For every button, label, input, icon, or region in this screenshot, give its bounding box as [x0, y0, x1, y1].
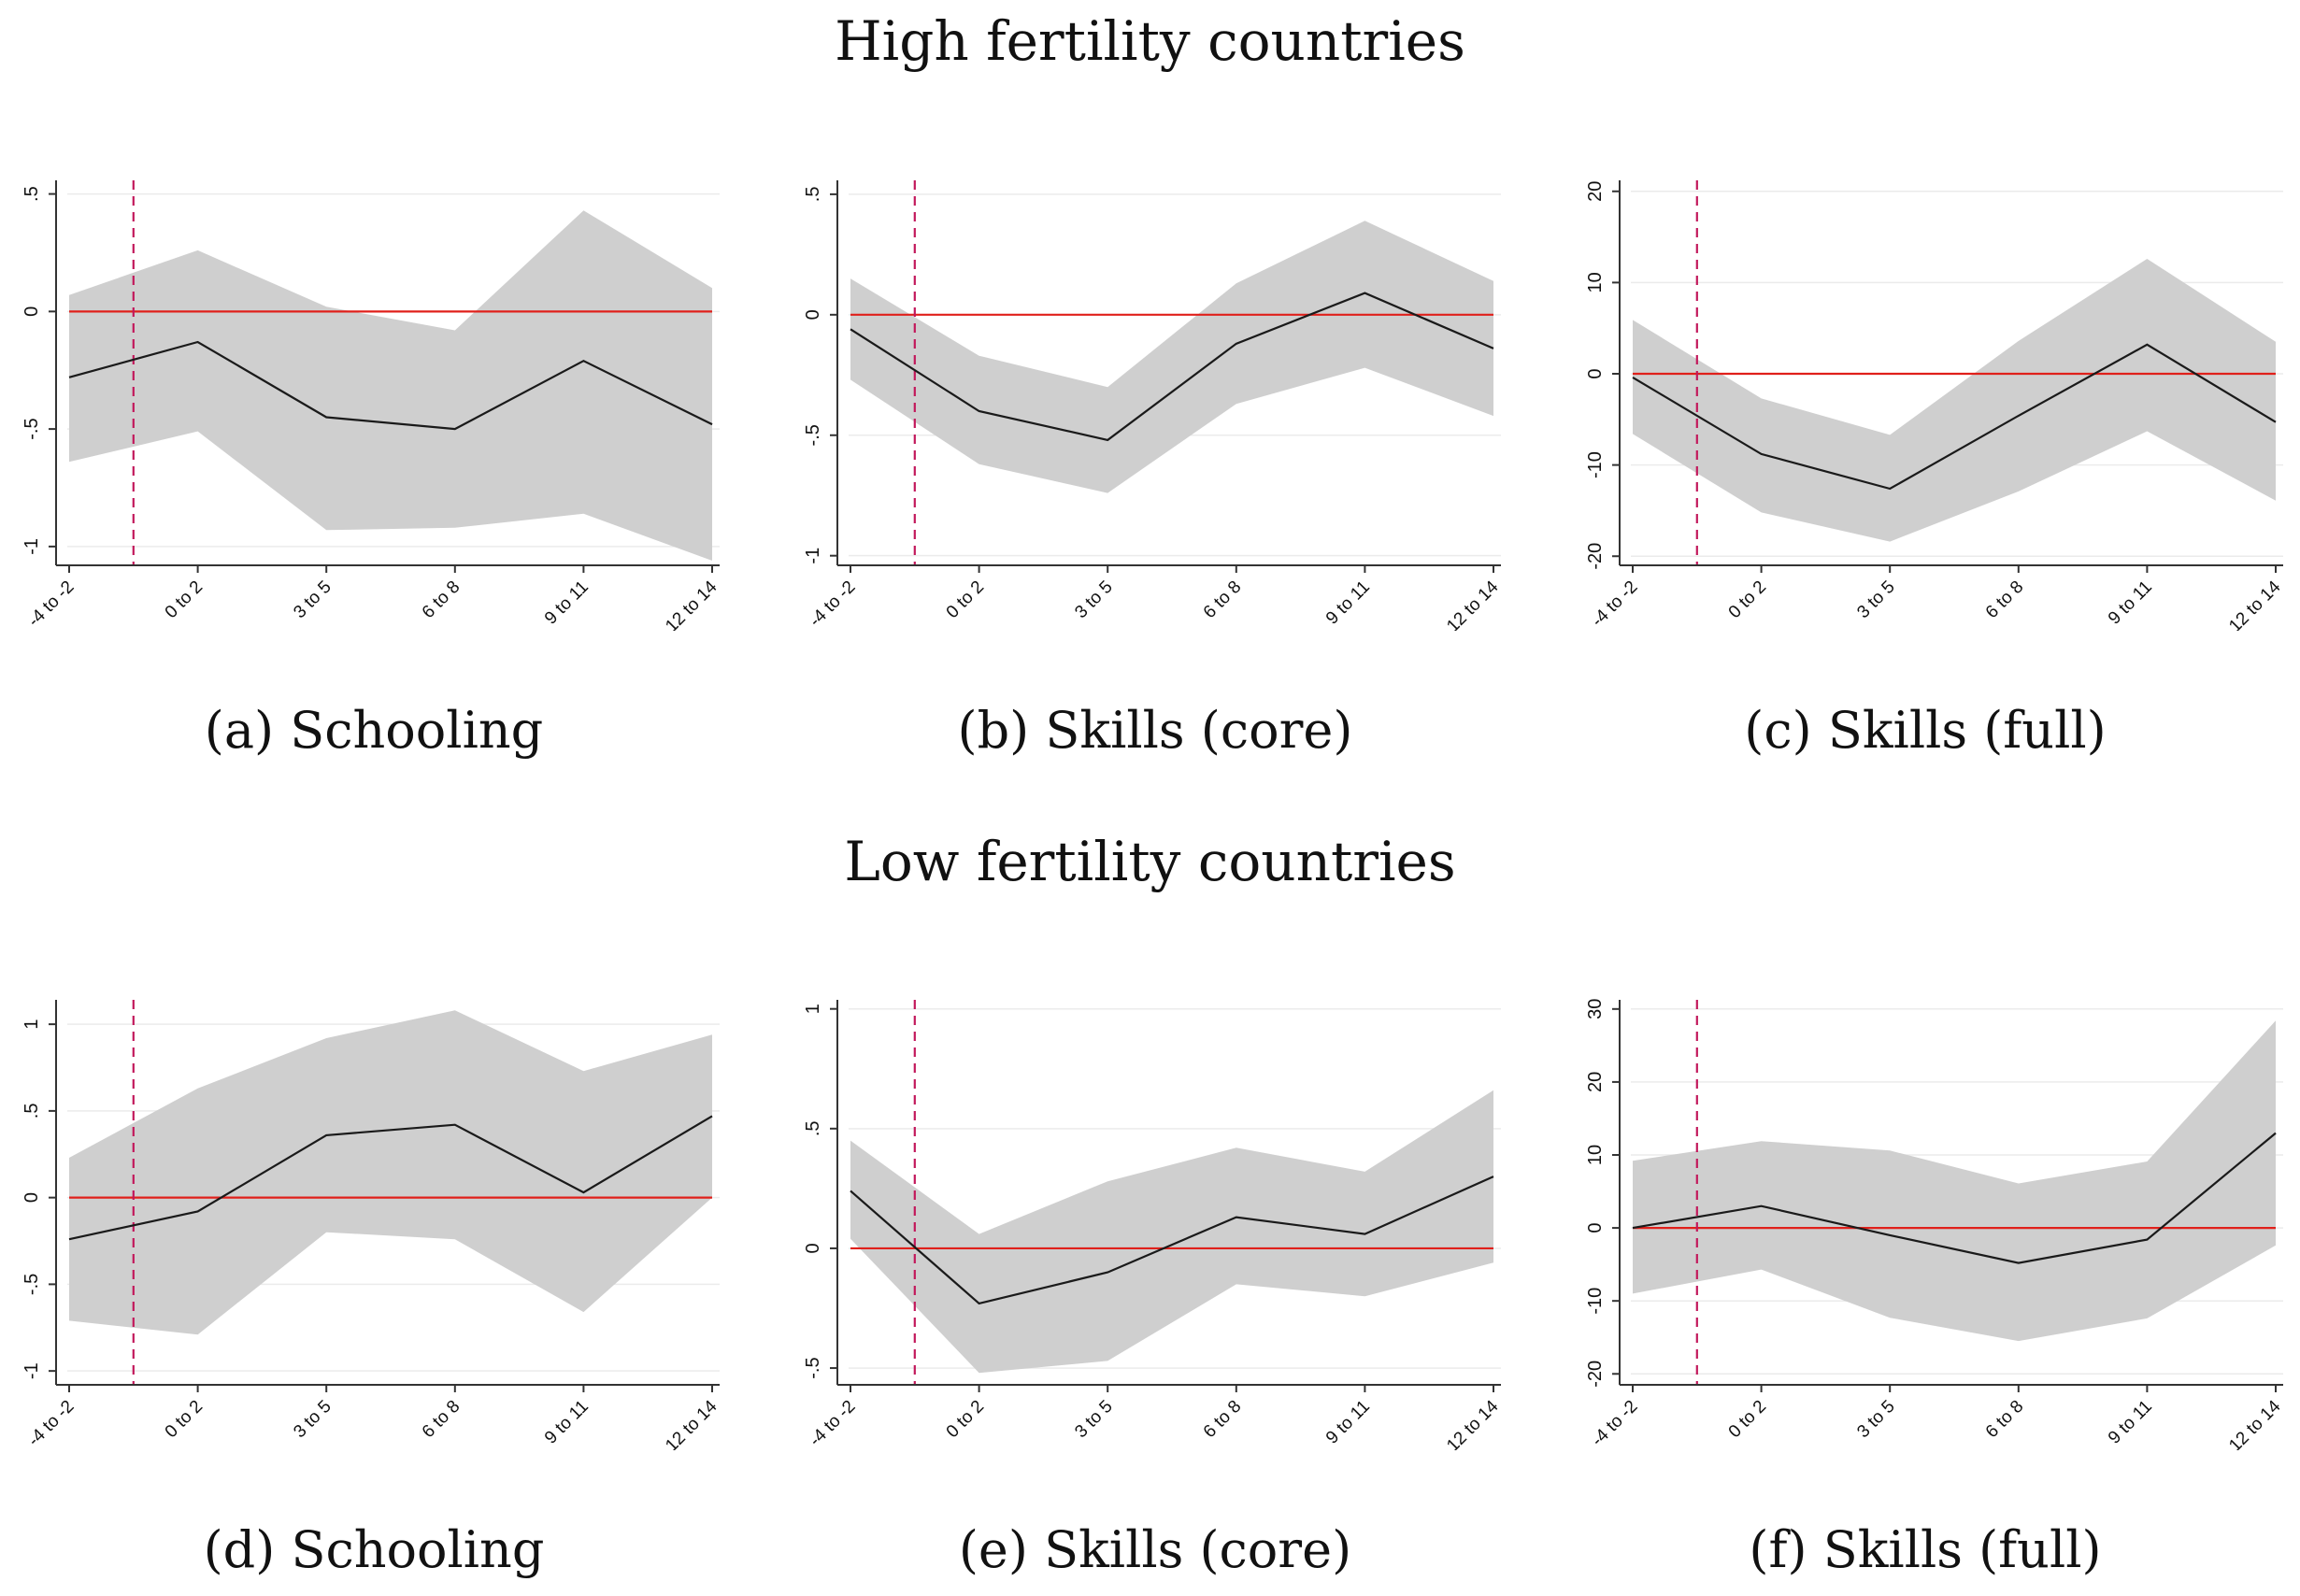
y-tick-label: -10: [1585, 451, 1606, 478]
confidence-band: [1633, 259, 2276, 542]
y-tick-label: .5: [21, 186, 42, 202]
y-tick-label: 20: [1585, 181, 1606, 202]
y-tick-label: .5: [803, 187, 823, 203]
x-tick-label: 0 to 2: [162, 1397, 207, 1442]
x-tick-label: 0 to 2: [943, 577, 988, 622]
chart-panel-a: .5 0 -.5 -1 -4 to -2 0 to 2 3 to 5 6 to 8 9 to 1…: [21, 180, 721, 631]
y-tick-label: 10: [1585, 272, 1606, 292]
confidence-band: [69, 210, 712, 561]
x-tick-label: -4 to -2: [24, 1397, 78, 1450]
x-tick-label: 9 to 11: [541, 577, 593, 629]
y-tick-label: -.5: [803, 424, 823, 446]
x-tick-label: 6 to 8: [1982, 1397, 2027, 1442]
y-tick-label: 0: [21, 306, 42, 317]
x-tick-label: 9 to 11: [1322, 1397, 1374, 1448]
y-tick-label: 0: [803, 309, 823, 320]
estimate-line: [68, 340, 713, 431]
y-tick-label: -1: [803, 548, 823, 564]
x-tick-label: 9 to 11: [541, 1397, 593, 1448]
x-tick-label: 9 to 11: [1322, 577, 1374, 629]
x-tick-label: -4 to -2: [806, 1397, 859, 1450]
chart-panel-d: 1 .5 0 -.5 -1 -4 to -2 0 to 2 3 to 5 6 to 8 9 to …: [21, 1000, 721, 1450]
y-tick-label: 0: [21, 1192, 42, 1203]
heading-high-fertility: High fertility countries: [835, 9, 1465, 73]
x-tick-label: 6 to 8: [1200, 577, 1245, 622]
x-tick-label: 3 to 5: [1071, 1397, 1116, 1442]
caption-d: (d) Schooling: [203, 1520, 545, 1579]
x-tick-label: -4 to -2: [1588, 1397, 1641, 1450]
x-tick-label: 12 to 14: [2225, 1396, 2285, 1450]
caption-a: (a) Schooling: [204, 701, 544, 760]
y-tick-label: 0: [803, 1243, 823, 1253]
caption-c: (c) Skills (full): [1744, 701, 2107, 760]
y-tick-label: 1: [21, 1019, 42, 1030]
confidence-band: [850, 1090, 1493, 1374]
x-tick-label: 0 to 2: [1725, 1397, 1770, 1442]
y-tick-label: 0: [1585, 368, 1606, 378]
y-tick-label: 10: [1585, 1145, 1606, 1165]
y-tick-label: -.5: [21, 418, 42, 439]
caption-f: (f) Skills (full): [1749, 1520, 2102, 1579]
y-tick-label: -.5: [803, 1357, 823, 1378]
x-tick-label: 9 to 11: [2105, 1397, 2156, 1448]
estimate-line: [1632, 343, 2277, 491]
x-tick-label: 12 to 14: [662, 1396, 721, 1450]
y-tick-label: -20: [1585, 1361, 1606, 1388]
estimate-line: [850, 1176, 1494, 1305]
y-tick-label: .5: [803, 1120, 823, 1136]
y-tick-label: 30: [1585, 999, 1606, 1019]
x-tick-label: 12 to 14: [2225, 577, 2285, 631]
x-tick-label: 0 to 2: [1725, 577, 1770, 622]
chart-panel-b: .5 0 -.5 -1 -4 to -2 0 to 2 3 to 5 6 to 8 9 to 1…: [803, 180, 1503, 631]
caption-e: (e) Skills (core): [958, 1520, 1352, 1579]
chart-panel-f: 30 20 10 0 -10 -20 -4 to -2 0 to 2 3 to 5 6 to 8 9…: [1585, 999, 2285, 1450]
x-tick-label: 6 to 8: [1982, 577, 2027, 622]
confidence-band: [1633, 1020, 2276, 1342]
x-tick-label: 6 to 8: [1200, 1397, 1245, 1442]
x-tick-label: 0 to 2: [943, 1397, 988, 1442]
x-tick-label: -4 to -2: [24, 577, 78, 631]
x-tick-label: 3 to 5: [1853, 577, 1898, 622]
x-tick-label: 3 to 5: [1853, 1397, 1898, 1442]
x-tick-label: 3 to 5: [290, 1397, 335, 1442]
x-tick-label: 12 to 14: [1443, 577, 1503, 631]
y-tick-label: -1: [21, 1362, 42, 1379]
y-tick-label: 20: [1585, 1072, 1606, 1092]
confidence-band: [69, 1010, 712, 1335]
x-tick-label: 6 to 8: [419, 577, 464, 622]
confidence-band: [850, 221, 1493, 493]
x-tick-label: 12 to 14: [1443, 1396, 1503, 1450]
y-tick-label: -.5: [21, 1274, 42, 1295]
y-tick-label: -20: [1585, 543, 1606, 570]
x-tick-label: 12 to 14: [662, 577, 721, 631]
y-tick-label: 0: [1585, 1223, 1606, 1233]
x-tick-label: 3 to 5: [1071, 577, 1116, 622]
estimate-line: [1632, 1132, 2277, 1264]
y-tick-label: -1: [21, 538, 42, 555]
heading-low-fertility: Low fertility countries: [844, 830, 1456, 893]
estimate-line: [850, 292, 1494, 442]
x-tick-label: 0 to 2: [162, 577, 207, 622]
y-tick-label: .5: [21, 1104, 42, 1119]
chart-panel-c: 20 10 0 -10 -20 -4 to -2 0 to 2 3 to 5 6 to 8 9 t…: [1585, 180, 2285, 631]
x-tick-label: -4 to -2: [1588, 577, 1641, 631]
x-tick-label: 9 to 11: [2105, 577, 2156, 629]
estimate-line: [68, 1115, 713, 1241]
y-tick-label: -10: [1585, 1288, 1606, 1315]
x-tick-label: -4 to -2: [806, 577, 859, 631]
x-tick-label: 3 to 5: [290, 577, 335, 622]
y-tick-label: 1: [803, 1004, 823, 1014]
chart-panel-e: 1 .5 0 -.5 -4 to -2 0 to 2 3 to 5 6 to 8 9 to 11…: [803, 1000, 1503, 1450]
caption-b: (b) Skills (core): [957, 701, 1353, 760]
x-tick-label: 6 to 8: [419, 1397, 464, 1442]
